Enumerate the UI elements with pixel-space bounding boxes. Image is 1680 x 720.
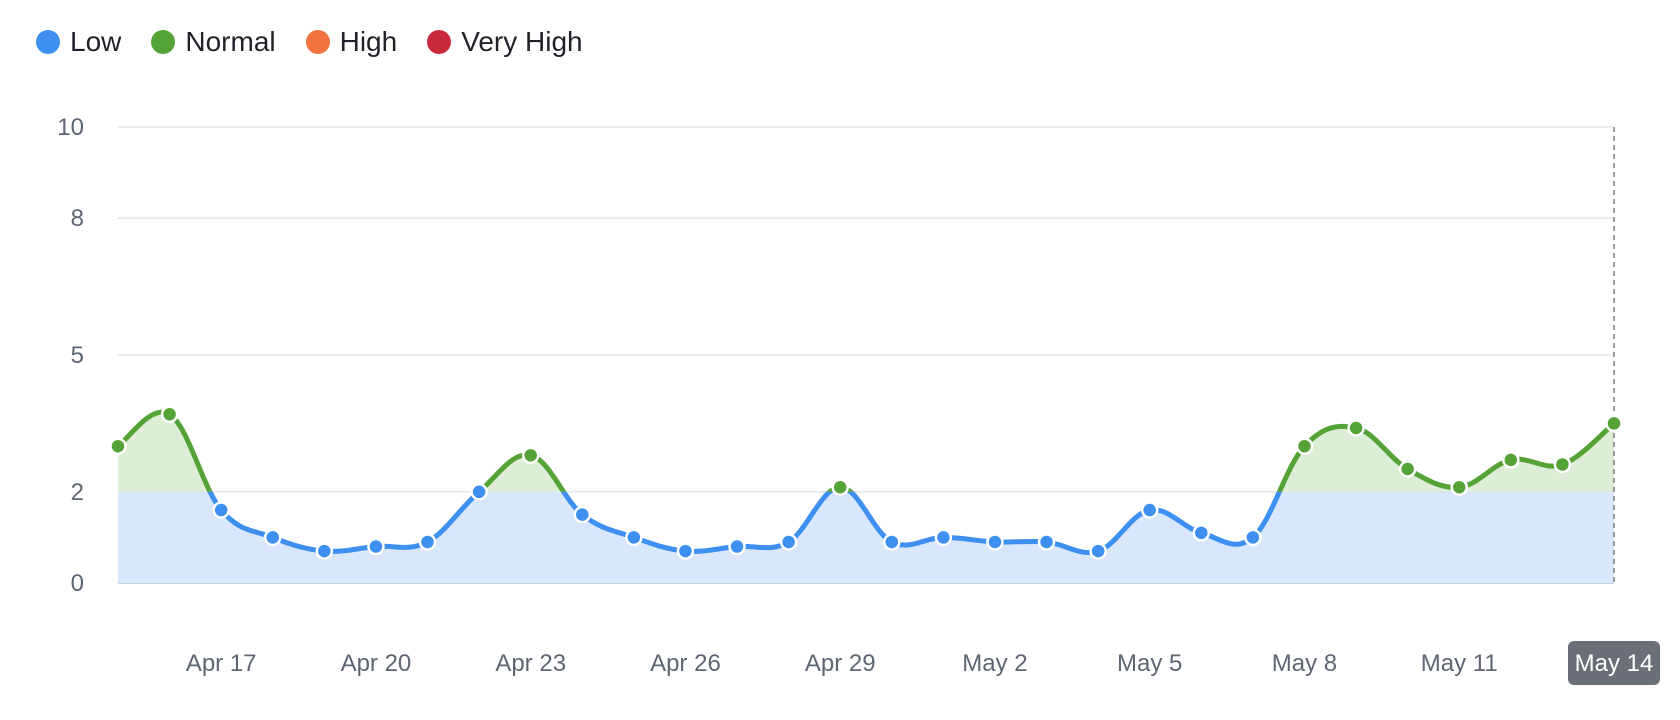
y-tick-label: 0 (71, 570, 84, 597)
x-tick-label: May 11 (1421, 650, 1498, 677)
x-tick-highlight (1568, 641, 1660, 685)
area-fills (118, 412, 1614, 583)
legend-item-very-high[interactable]: Very High (427, 26, 583, 58)
data-points[interactable] (109, 405, 1623, 560)
y-axis: 0 2 5 8 10 (57, 114, 84, 597)
x-tick-label: Apr 26 (650, 650, 721, 677)
legend-item-high[interactable]: High (305, 26, 398, 58)
data-point[interactable] (1553, 455, 1572, 474)
data-point[interactable] (1605, 414, 1623, 433)
legend-label-low: Low (70, 26, 122, 57)
data-point[interactable] (934, 528, 953, 547)
x-tick-label: May 5 (1117, 650, 1182, 677)
x-tick-label: Apr 17 (186, 650, 257, 677)
x-tick-label: Apr 20 (341, 650, 412, 677)
data-point[interactable] (1244, 528, 1262, 547)
x-tick-label: May 8 (1272, 650, 1337, 677)
data-point[interactable] (831, 478, 849, 496)
data-point[interactable] (728, 537, 746, 556)
area-normal (118, 412, 1614, 492)
data-point[interactable] (1140, 501, 1159, 519)
data-point[interactable] (1295, 437, 1314, 455)
data-point[interactable] (521, 446, 540, 465)
x-tick-label: Apr 29 (805, 650, 876, 677)
legend-dot-high (305, 30, 330, 54)
data-point[interactable] (573, 505, 592, 524)
x-tick-label: May 2 (962, 650, 1027, 677)
data-point[interactable] (1089, 542, 1107, 560)
data-point[interactable] (160, 405, 179, 424)
y-tick-label: 2 (71, 479, 84, 506)
data-point[interactable] (779, 533, 798, 551)
data-point[interactable] (212, 501, 230, 519)
y-tick-label: 8 (71, 205, 84, 232)
data-point[interactable] (1192, 524, 1211, 542)
legend-item-low[interactable]: Low (36, 26, 121, 58)
data-point[interactable] (367, 537, 385, 556)
data-point[interactable] (1037, 533, 1056, 551)
data-point[interactable] (264, 528, 282, 547)
legend: Low Normal High Very High (36, 26, 613, 58)
data-point[interactable] (883, 533, 901, 551)
data-point[interactable] (109, 437, 127, 455)
x-axis: Apr 17 Apr 20 Apr 23 Apr 26 Apr 29 May 2 May 5… (186, 641, 1660, 685)
legend-dot-low (36, 30, 60, 54)
area-low (118, 491, 1614, 583)
data-point[interactable] (1450, 478, 1468, 496)
data-point[interactable] (986, 533, 1004, 551)
data-point[interactable] (1347, 419, 1365, 437)
legend-item-normal[interactable]: Normal (151, 26, 276, 58)
legend-dot-very-high (427, 30, 452, 54)
legend-label-very-high: Very High (461, 26, 583, 57)
y-tick-label: 10 (57, 114, 84, 141)
data-point[interactable] (625, 528, 643, 547)
line-low (207, 491, 1283, 555)
x-tick-label: Apr 23 (495, 650, 566, 677)
x-tick-label: May 14 (1575, 650, 1654, 677)
y-tick-label: 5 (71, 342, 84, 369)
legend-dot-normal (151, 30, 176, 54)
data-point[interactable] (315, 542, 334, 560)
data-point[interactable] (676, 542, 695, 560)
legend-label-high: High (339, 26, 398, 57)
data-point[interactable] (470, 483, 488, 501)
data-point[interactable] (418, 533, 437, 551)
data-point[interactable] (1502, 451, 1520, 469)
legend-label-normal: Normal (185, 26, 276, 57)
data-point[interactable] (1398, 460, 1417, 478)
